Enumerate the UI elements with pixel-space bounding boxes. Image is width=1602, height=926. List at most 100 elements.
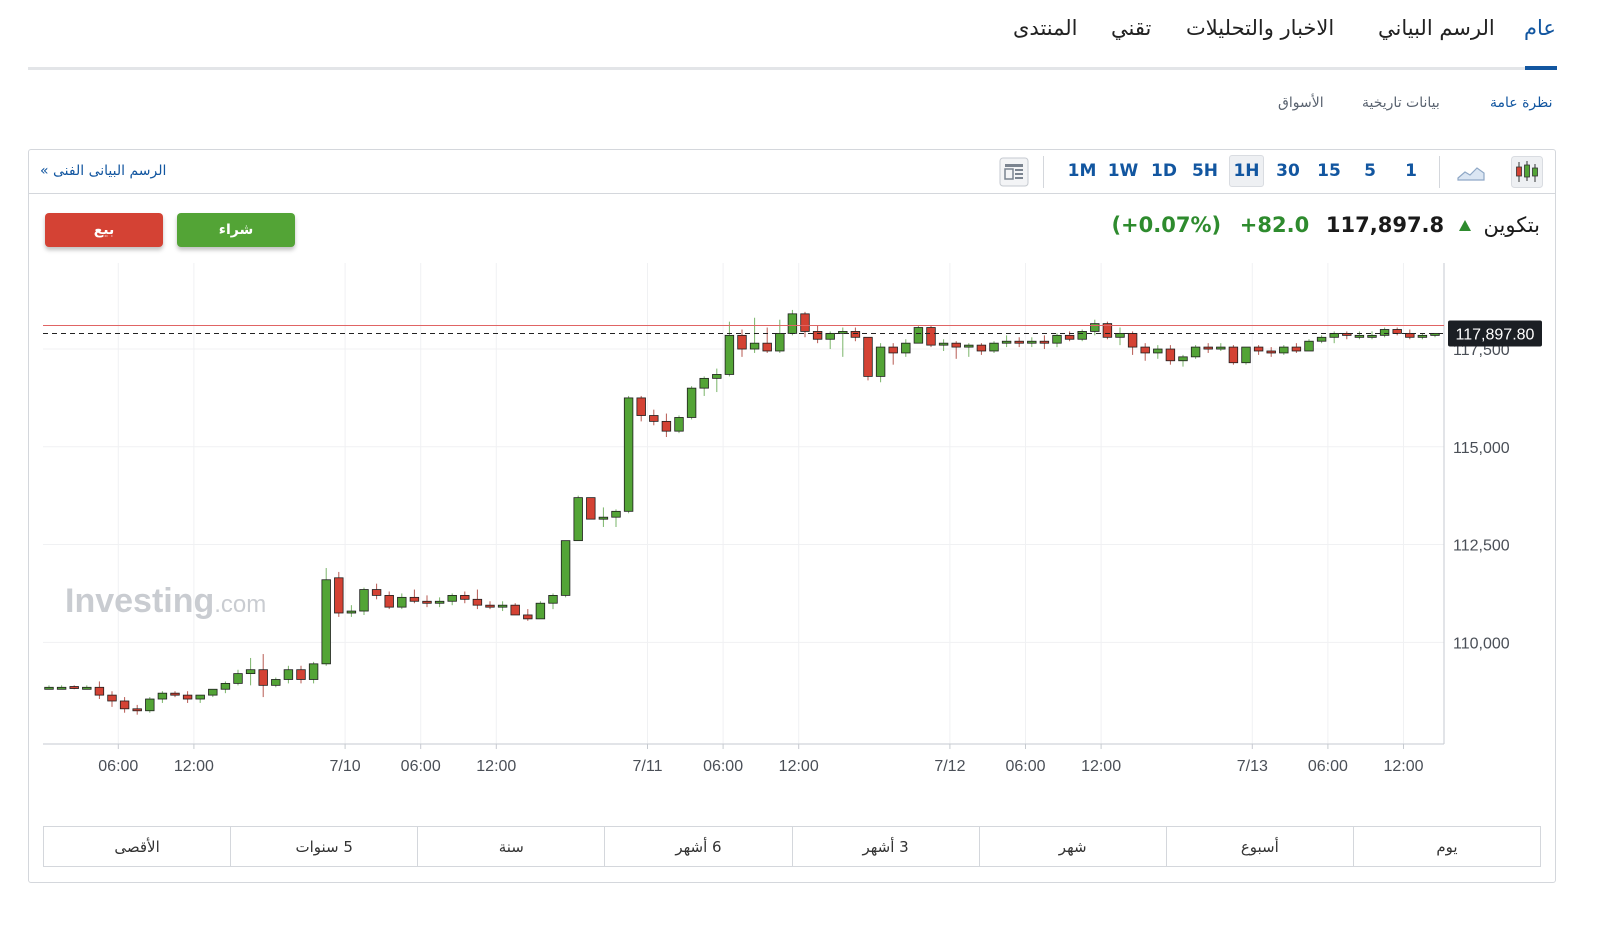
candle-body — [523, 614, 533, 620]
candle — [220, 681, 231, 694]
candle — [397, 593, 407, 610]
candle — [964, 343, 974, 357]
candle-body — [535, 602, 546, 620]
candle-body — [636, 397, 646, 416]
technical-chart-link[interactable]: الرسم البيانى الفنى » — [40, 163, 167, 179]
candle-body — [712, 374, 722, 379]
timeframe-1[interactable]: 1 — [1405, 161, 1417, 181]
candle — [901, 339, 911, 357]
candle-body — [989, 342, 999, 352]
candle-body — [762, 342, 772, 352]
candle — [787, 309, 798, 336]
period-week[interactable]: أسبوع — [1165, 827, 1353, 866]
candle-body — [447, 594, 457, 602]
candle-body — [1027, 340, 1037, 344]
candle-body — [245, 669, 256, 675]
tab-news-analysis[interactable]: الاخبار والتحليلات — [1186, 16, 1335, 40]
table-view-icon[interactable] — [998, 156, 1030, 188]
candle-body — [308, 663, 319, 680]
candle — [69, 685, 79, 690]
candlestick-chart-icon[interactable] — [1511, 156, 1543, 188]
timeframe-5h[interactable]: 5H — [1191, 161, 1219, 181]
candle — [1253, 345, 1264, 355]
candle — [749, 317, 760, 353]
candle — [1052, 333, 1062, 348]
timeframe-1m[interactable]: 1M — [1067, 161, 1097, 181]
candle-body — [875, 346, 886, 377]
period-day[interactable]: يوم — [1352, 827, 1540, 866]
candle-body — [938, 342, 949, 346]
current-price-label: 117,897.80 — [1456, 326, 1535, 343]
period-6-months[interactable]: 6 أشهر — [604, 827, 791, 866]
candle-body — [1115, 332, 1125, 338]
tab-forum[interactable]: المنتدى — [1013, 16, 1078, 40]
period-5-years[interactable]: 5 سنوات — [230, 827, 417, 866]
candle — [1342, 331, 1352, 340]
timeframe-1w[interactable]: 1W — [1107, 161, 1139, 181]
timeframe-30[interactable]: 30 — [1276, 161, 1300, 181]
candle — [1405, 329, 1415, 340]
candle — [195, 694, 205, 703]
candle — [422, 595, 432, 608]
candle — [283, 665, 294, 684]
y-tick-label: 115,000 — [1453, 440, 1510, 457]
candle — [485, 601, 495, 610]
candle-body — [472, 598, 483, 606]
timeframe-5[interactable]: 5 — [1364, 161, 1376, 181]
tab-technical[interactable]: تقني — [1111, 16, 1152, 40]
candle-body — [69, 686, 79, 689]
candle — [132, 704, 142, 715]
candle — [1014, 337, 1024, 348]
tab-general[interactable]: عام — [1524, 16, 1556, 40]
candle-body — [1064, 334, 1075, 340]
subtab-historical-data[interactable]: بيانات تاريخية — [1362, 95, 1440, 111]
candle-body — [888, 346, 898, 354]
period-month[interactable]: شهر — [978, 827, 1166, 866]
x-tick-label: 12:00 — [1383, 758, 1423, 775]
candle — [434, 597, 445, 608]
candle-body — [44, 686, 54, 690]
candle — [1203, 343, 1213, 353]
candle-body — [1178, 356, 1188, 362]
subtab-overview[interactable]: نظرة عامة — [1490, 95, 1553, 111]
period-3-months[interactable]: 3 أشهر — [791, 827, 979, 866]
candle-body — [1316, 336, 1327, 342]
area-chart-icon[interactable] — [1455, 156, 1487, 188]
candle-body — [1039, 340, 1050, 344]
timeframe-1h[interactable]: 1H — [1229, 155, 1264, 187]
candle — [737, 329, 747, 357]
tab-chart[interactable]: الرسم البياني — [1378, 16, 1495, 40]
timeframe-15[interactable]: 15 — [1317, 161, 1341, 181]
candle — [1417, 333, 1428, 340]
subtab-markets[interactable]: الأسواق — [1278, 95, 1324, 111]
period-year[interactable]: سنة — [417, 827, 604, 866]
candle — [1266, 347, 1276, 357]
x-tick-label: 06:00 — [1005, 758, 1045, 775]
candle — [1001, 335, 1012, 348]
candle-body — [1090, 323, 1100, 332]
candle-body — [334, 577, 344, 614]
candle-body — [573, 497, 583, 542]
sell-button[interactable]: بيع — [45, 213, 163, 247]
candle — [56, 685, 67, 690]
candle-body — [775, 332, 785, 352]
candle-body — [296, 669, 306, 680]
candle-body — [699, 377, 709, 389]
candle-body — [825, 332, 835, 340]
candle-body — [346, 610, 357, 614]
candle — [1027, 337, 1037, 348]
candle-body — [384, 594, 394, 608]
investing-watermark-logo: Investing.com — [65, 582, 266, 620]
candle — [863, 336, 873, 381]
candle-body — [1379, 329, 1390, 336]
timeframe-1d[interactable]: 1D — [1151, 161, 1177, 181]
candle — [346, 605, 357, 617]
candle — [245, 657, 256, 686]
price-change: +82.0 — [1239, 213, 1310, 237]
candle-body — [724, 334, 735, 375]
buy-button[interactable]: شراء — [177, 213, 295, 247]
candle-body — [1190, 346, 1201, 358]
candle — [1039, 335, 1050, 350]
period-max[interactable]: الأقصى — [114, 838, 160, 856]
